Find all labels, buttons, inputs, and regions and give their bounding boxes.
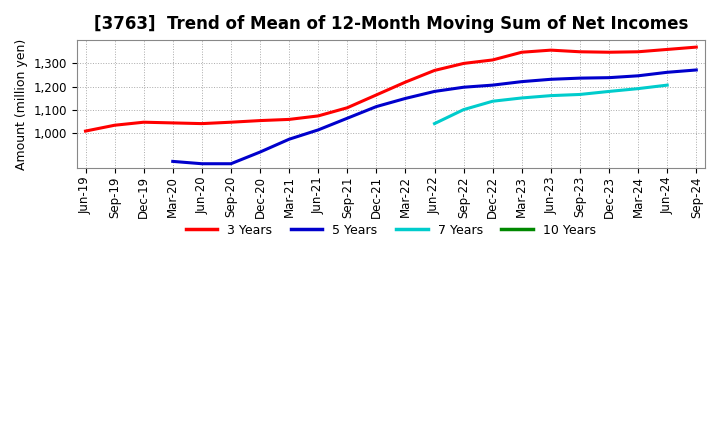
Y-axis label: Amount (million yen): Amount (million yen) — [15, 39, 28, 170]
Legend: 3 Years, 5 Years, 7 Years, 10 Years: 3 Years, 5 Years, 7 Years, 10 Years — [181, 219, 600, 242]
Title: [3763]  Trend of Mean of 12-Month Moving Sum of Net Incomes: [3763] Trend of Mean of 12-Month Moving … — [94, 15, 688, 33]
